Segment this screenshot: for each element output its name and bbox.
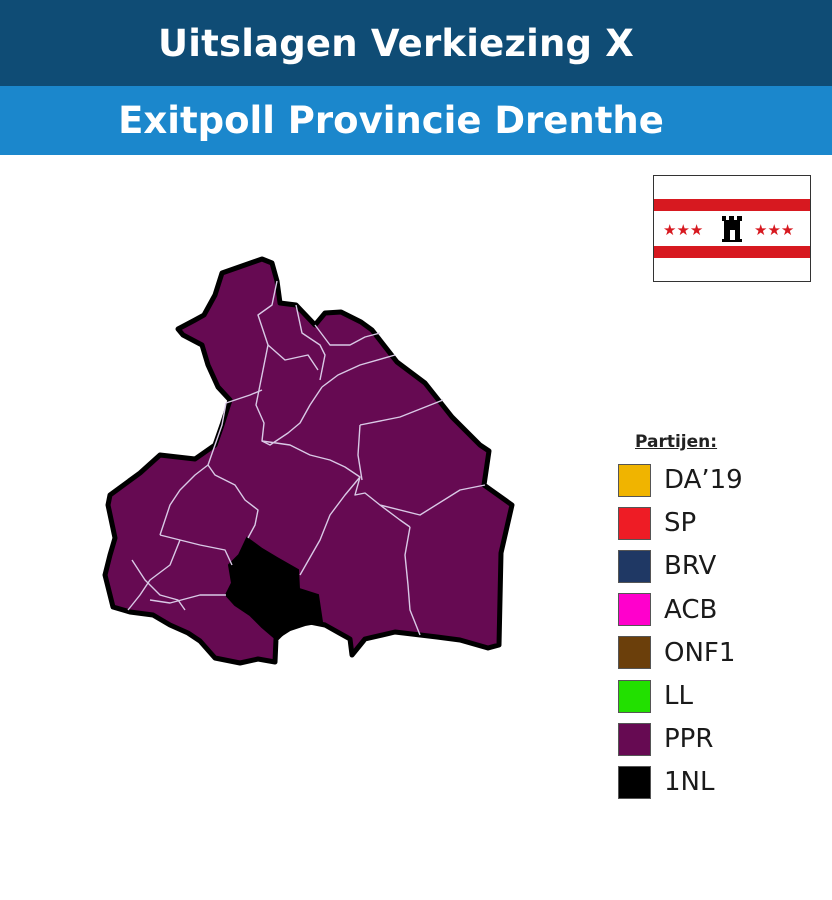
legend-label: SP [664, 508, 697, 539]
legend-label: BRV [664, 551, 717, 582]
legend-swatch [618, 636, 651, 670]
legend-label: LL [664, 681, 693, 711]
legend-item-brv: BRV [618, 549, 716, 583]
province-map-group [102, 256, 515, 666]
legend-label: 1NL [664, 767, 715, 798]
municipality-borders [127, 280, 486, 636]
legend-label: ACB [664, 594, 718, 625]
legend-swatch [618, 722, 651, 756]
legend-label: ONF1 [664, 637, 736, 668]
title-bar: Uitslagen Verkiezing X [0, 0, 832, 86]
legend-swatch [618, 593, 651, 627]
legend-item-ll: LL [618, 679, 693, 713]
legend-item-ppr: PPR [618, 722, 713, 756]
legend-item-onf1: ONF1 [618, 636, 735, 670]
drenthe-flag-icon: ★★★ ★★★ [653, 175, 811, 282]
page-title: Uitslagen Verkiezing X [157, 21, 635, 65]
svg-text:★★★: ★★★ [663, 221, 703, 239]
subtitle-bar: Exitpoll Provincie Drenthe [0, 86, 832, 155]
legend-swatch [618, 506, 651, 540]
legend-item-sp: SP [618, 506, 696, 540]
legend-label: DA’19 [664, 465, 743, 495]
legend-label: PPR [664, 724, 714, 755]
legend-swatch [618, 765, 651, 799]
legend-item-1nl: 1NL [618, 765, 714, 799]
drenthe-map [102, 256, 515, 666]
svg-text:★★★: ★★★ [754, 221, 794, 239]
legend-swatch [618, 549, 651, 583]
municipality-south-1nl [224, 536, 324, 641]
legend-swatch [618, 679, 651, 713]
legend-title: Partijen: [635, 432, 718, 452]
legend-item-acb: ACB [618, 593, 717, 627]
page-subtitle: Exitpoll Provincie Drenthe [118, 99, 664, 142]
legend-item-da19: DA’19 [618, 463, 743, 497]
legend-swatch [618, 463, 651, 497]
